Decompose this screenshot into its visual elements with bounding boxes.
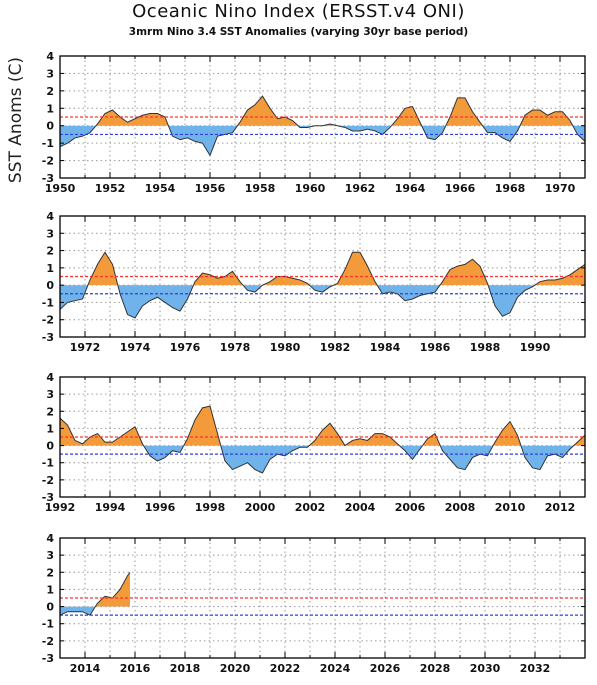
y-tick-label: 0: [46, 601, 54, 614]
y-tick-label: -3: [42, 652, 54, 665]
y-tick-label: 2: [46, 85, 54, 98]
y-tick-label: -3: [42, 331, 54, 344]
x-tick-label: 2024: [320, 662, 351, 675]
x-tick-label: 2018: [170, 662, 201, 675]
panel-frame: [59, 55, 586, 179]
chart-subtitle: 3mrm Nino 3.4 SST Anomalies (varying 30y…: [128, 26, 469, 38]
y-tick-label: -2: [42, 314, 54, 327]
y-tick-label: -3: [42, 172, 54, 185]
x-tick-label: 1956: [195, 182, 226, 195]
y-tick-label: -1: [42, 457, 54, 470]
x-tick-label: 2000: [245, 501, 276, 514]
x-tick-label: 2006: [395, 501, 426, 514]
x-tick-label: 2008: [445, 501, 476, 514]
negative-anomaly-area: [60, 125, 585, 156]
y-tick-label: 4: [46, 50, 54, 63]
y-tick-label: 3: [46, 388, 54, 401]
negative-anomaly-area: [60, 285, 585, 318]
y-tick-label: 1: [46, 102, 54, 115]
y-tick-label: 1: [46, 422, 54, 435]
x-tick-label: 1972: [70, 341, 101, 354]
x-tick-label: 1952: [95, 182, 126, 195]
x-tick-label: 2004: [345, 501, 376, 514]
x-tick-label: 2014: [70, 662, 101, 675]
x-tick-label: 1984: [370, 341, 401, 354]
x-tick-label: 1996: [145, 501, 176, 514]
negative-anomaly-area: [60, 606, 96, 616]
x-tick-label: 1990: [520, 341, 551, 354]
y-tick-label: 3: [46, 227, 54, 240]
x-tick-label: 1978: [220, 341, 251, 354]
x-tick-label: 1976: [170, 341, 201, 354]
y-tick-label: 2: [46, 566, 54, 579]
x-tick-label: 1982: [320, 341, 351, 354]
panel-frame: [59, 215, 586, 338]
x-tick-label: 2016: [120, 662, 151, 675]
y-tick-label: 4: [46, 532, 54, 545]
x-tick-label: 2022: [270, 662, 301, 675]
y-tick-label: 4: [46, 210, 54, 223]
x-tick-label: 1974: [120, 341, 151, 354]
y-tick-label: -2: [42, 474, 54, 487]
negative-anomaly-area: [143, 445, 574, 473]
x-tick-label: 1954: [145, 182, 176, 195]
x-tick-label: 1966: [445, 182, 476, 195]
series-line: [59, 405, 586, 474]
panel-2: 4 3 2 1 0 -1 -2 -3 1972 1974 1976 1978 1980 1982 1984 1…: [42, 210, 586, 354]
panel-frame: [59, 376, 586, 498]
y-tick-label: 3: [46, 67, 54, 80]
x-tick-label: 1994: [95, 501, 126, 514]
y-tick-label: 2: [46, 405, 54, 418]
x-tick-label: 2010: [495, 501, 526, 514]
y-tick-label: 1: [46, 583, 54, 596]
y-tick-label: -1: [42, 137, 54, 150]
x-tick-label: 1960: [295, 182, 326, 195]
x-tick-label: 1958: [245, 182, 276, 195]
x-tick-label: 2030: [470, 662, 501, 675]
y-tick-label: 3: [46, 549, 54, 562]
y-tick-label: -2: [42, 635, 54, 648]
x-tick-label: 2028: [420, 662, 451, 675]
y-tick-label: -1: [42, 296, 54, 309]
x-tick-label: 1950: [45, 182, 76, 195]
positive-anomaly-area: [60, 96, 585, 126]
positive-anomaly-area: [60, 406, 585, 446]
x-tick-label: 1988: [470, 341, 501, 354]
y-tick-label: -1: [42, 618, 54, 631]
series-line: [59, 251, 586, 319]
y-tick-label: -3: [42, 491, 54, 504]
x-tick-label: 2002: [295, 501, 326, 514]
x-tick-label: 2026: [370, 662, 401, 675]
x-tick-label: 1970: [545, 182, 576, 195]
chart-title: Oceanic Nino Index (ERSST.v4 ONI): [132, 1, 465, 22]
series-line: [59, 571, 131, 616]
x-tick-label: 2032: [520, 662, 551, 675]
y-tick-label: 0: [46, 440, 54, 453]
x-tick-label: 1998: [195, 501, 226, 514]
y-tick-label: 4: [46, 371, 54, 384]
panel-frame: [59, 537, 586, 659]
x-tick-label: 1962: [345, 182, 376, 195]
x-tick-label: 1964: [395, 182, 426, 195]
x-tick-label: 1968: [495, 182, 526, 195]
x-tick-label: 2020: [220, 662, 251, 675]
x-tick-label: 1986: [420, 341, 451, 354]
x-tick-label: 1992: [45, 501, 76, 514]
y-tick-label: 1: [46, 262, 54, 275]
y-tick-label: 0: [46, 120, 54, 133]
panel-4: 4 3 2 1 0 -1 -2 -3 2014 2016 2018 2020 2022 2024 2026 2…: [42, 532, 586, 675]
y-tick-label: 2: [46, 245, 54, 258]
y-tick-label: 0: [46, 279, 54, 292]
x-tick-label: 2012: [545, 501, 576, 514]
x-tick-label: 1980: [270, 341, 301, 354]
y-tick-label: -2: [42, 155, 54, 168]
